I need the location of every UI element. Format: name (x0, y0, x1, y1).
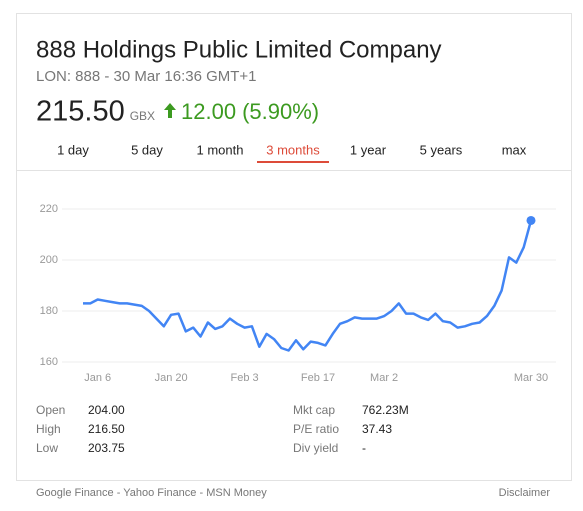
stat-value: 37.43 (362, 422, 392, 436)
price-line (83, 220, 533, 352)
tab-underline (257, 161, 329, 163)
x-tick-label: Jan 6 (84, 372, 111, 384)
tab[interactable]: 1 year (350, 142, 387, 157)
tab[interactable]: max (502, 142, 527, 157)
stat-value: - (362, 441, 366, 455)
stat-value: 216.50 (88, 422, 125, 436)
stat-label: Open (36, 403, 65, 417)
stat-label: P/E ratio (293, 422, 339, 436)
card (16, 13, 572, 481)
stat-label: Mkt cap (293, 403, 335, 417)
subtitle: LON: 888 - 30 Mar 16:36 GMT+1 (36, 68, 257, 85)
x-tick-label: Feb 17 (301, 372, 335, 384)
stat-value: 203.75 (88, 441, 125, 455)
tab[interactable]: 5 day (131, 142, 163, 157)
stat-label: Low (36, 441, 58, 455)
currency: GBX (130, 109, 155, 123)
last-point (526, 215, 536, 225)
change: 12.00 (181, 99, 236, 124)
y-tick-label: 160 (40, 356, 58, 368)
x-tick-label: Mar 2 (370, 372, 398, 384)
x-tick-label: Mar 30 (514, 372, 548, 384)
y-tick-label: 180 (40, 305, 58, 317)
stat-value: 762.23M (362, 403, 409, 417)
x-tick-label: Feb 3 (231, 372, 259, 384)
disclaimer[interactable]: Disclaimer (499, 487, 551, 499)
tab[interactable]: 1 day (57, 142, 89, 157)
stat-value: 204.00 (88, 403, 125, 417)
sources: Google Finance - Yahoo Finance - MSN Mon… (36, 487, 267, 499)
price: 215.50 (36, 96, 125, 128)
title: 888 Holdings Public Limited Company (36, 36, 442, 63)
tab[interactable]: 3 months (266, 142, 320, 157)
stat-label: High (36, 422, 61, 436)
stat-label: Div yield (293, 441, 338, 455)
up-arrow (164, 103, 176, 118)
y-tick-label: 220 (40, 203, 58, 215)
y-tick-label: 200 (40, 254, 58, 266)
x-tick-label: Jan 20 (155, 372, 188, 384)
change-percent: (5.90%) (242, 99, 319, 124)
tab[interactable]: 5 years (420, 142, 463, 157)
tab[interactable]: 1 month (197, 142, 244, 157)
